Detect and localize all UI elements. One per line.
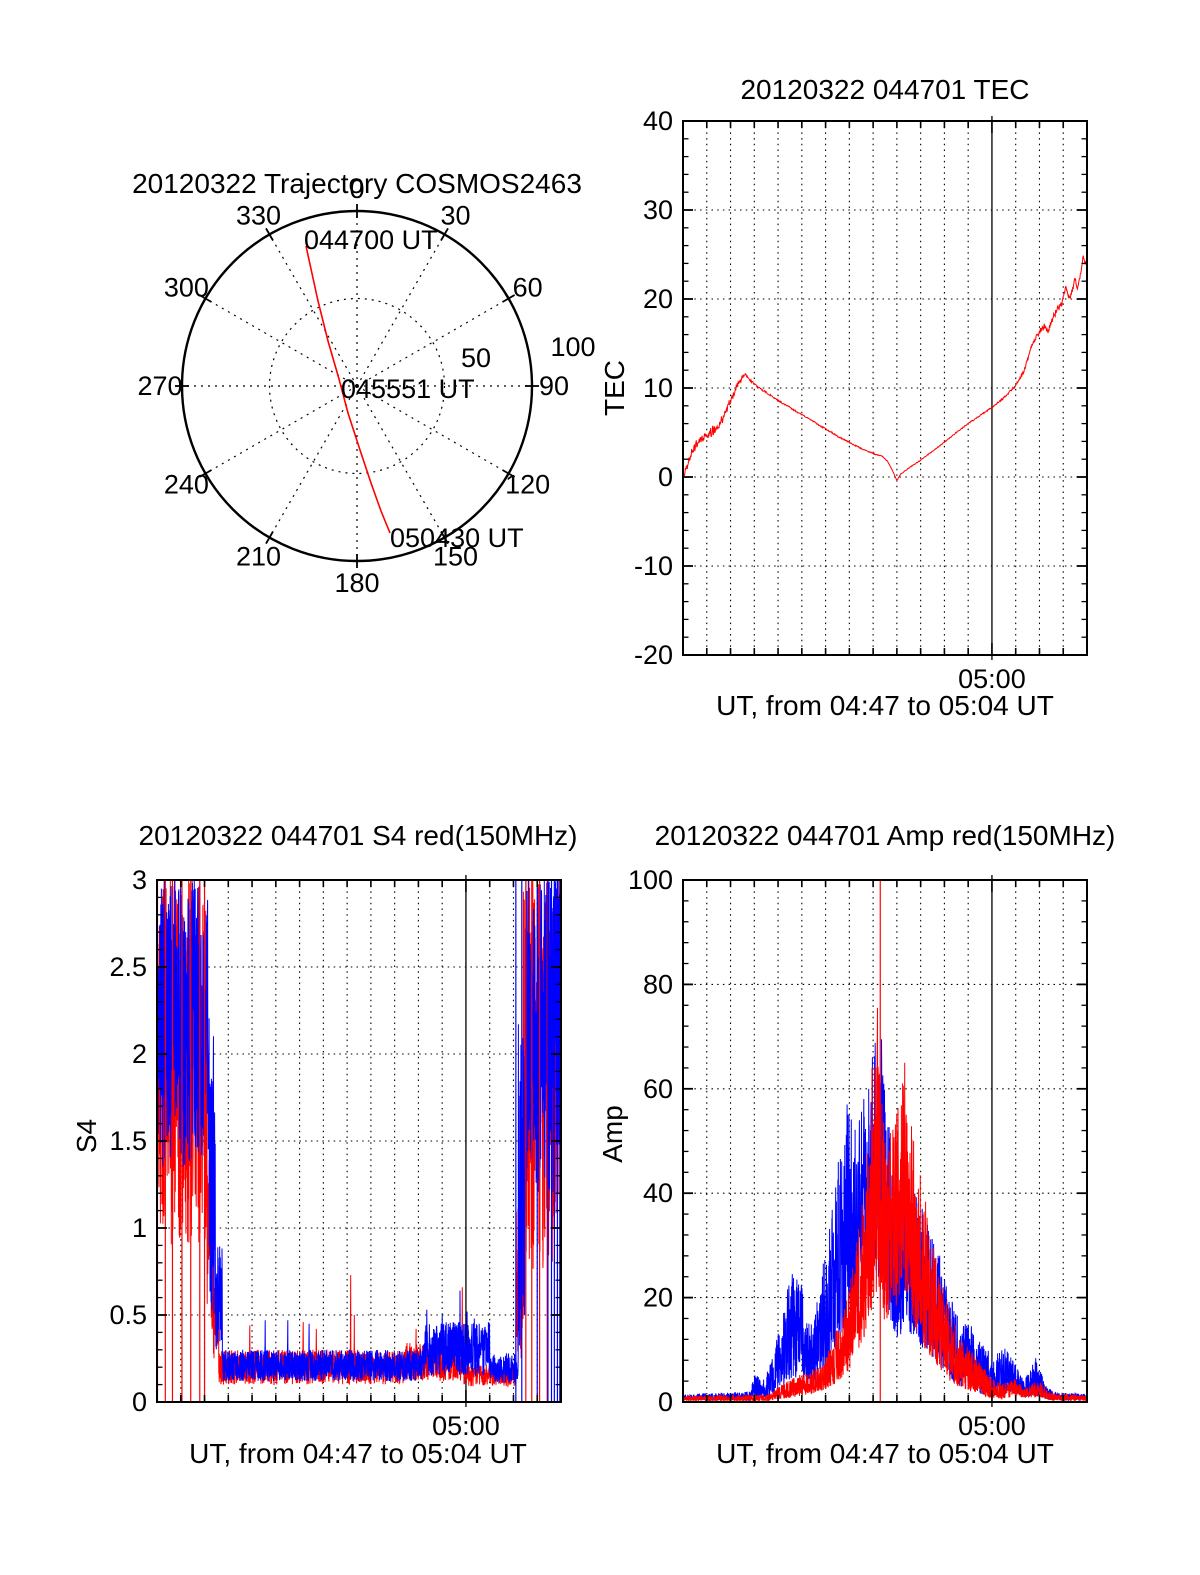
tec-red-line [683, 255, 1087, 482]
s4-xlabel: UT, from 04:47 to 05:04 UT [189, 1438, 527, 1469]
amp-xlabel: UT, from 04:47 to 05:04 UT [716, 1438, 1054, 1469]
trajectory-time-label: 044700 UT [304, 225, 438, 255]
s4-xtick-label: 05:00 [432, 1411, 500, 1441]
polar-angle-label: 180 [334, 568, 379, 598]
tec-plot: 40 30 20 10 0 -10 -20 05:00 [634, 106, 1088, 694]
polar-spoke [268, 234, 358, 387]
tec-xtick-label: 05:00 [958, 664, 1026, 694]
s4-plot: 3 2.5 2 1.5 1 0.5 0 05:00 [109, 865, 562, 1441]
polar-angle-label: 120 [505, 470, 550, 500]
polar-angle-label: 60 [513, 273, 543, 303]
polar-spoke [356, 385, 446, 538]
amp-ytick-label: 100 [628, 865, 673, 895]
amp-xtick-label: 05:00 [958, 1411, 1026, 1441]
tec-ytick-label: 40 [643, 106, 673, 136]
polar-angle-label: 0 [349, 174, 364, 204]
polar-angle-label: 150 [433, 542, 478, 572]
polar-angle-label: 210 [236, 542, 281, 572]
s4-ytick-label: 1 [132, 1213, 147, 1243]
s4-ytick-label: 0 [132, 1387, 147, 1417]
tec-ytick-label: 0 [658, 462, 673, 492]
polar-spoke [356, 234, 446, 387]
polar-angle-label: 300 [164, 273, 209, 303]
tec-ytick-label: -20 [634, 640, 673, 670]
s4-blue-line [157, 880, 561, 1383]
tec-ytick-label: 30 [643, 195, 673, 225]
amp-title: 20120322 044701 Amp red(150MHz) [654, 820, 1116, 851]
amp-frame [682, 879, 1088, 1403]
amp-red-line [683, 1007, 1087, 1402]
s4-ytick-label: 2.5 [109, 952, 147, 982]
s4-ytick-label: 3 [132, 865, 147, 895]
s4-ytick-label: 1.5 [109, 1126, 147, 1156]
amp-series [683, 880, 1087, 1402]
s4-ytick-label: 0.5 [109, 1300, 147, 1330]
polar-ring-label: 50 [461, 343, 491, 373]
trajectory-path [305, 245, 391, 534]
polar-angle-label: 30 [440, 200, 470, 230]
polar-angle-label: 270 [137, 371, 182, 401]
polar-spoke [356, 297, 509, 387]
amp-ytick-label: 40 [643, 1178, 673, 1208]
tec-title: 20120322 044701 TEC [740, 74, 1030, 105]
tec-ytick-label: 10 [643, 373, 673, 403]
polar-ring-label: 100 [550, 332, 595, 362]
tec-series [683, 255, 1087, 482]
tec-ytick-label: 20 [643, 284, 673, 314]
trajectory-time-label: 045551 UT [341, 374, 475, 404]
tec-xlabel: UT, from 04:47 to 05:04 UT [716, 690, 1054, 721]
polar-angle-label: 240 [164, 470, 209, 500]
s4-ytick-label: 2 [132, 1039, 147, 1069]
amp-plot: 100 80 60 40 20 0 05:00 [628, 865, 1088, 1441]
amp-ytick-label: 60 [643, 1074, 673, 1104]
trajectory-title: 20120322 Trajectory COSMOS2463 [132, 168, 582, 199]
polar-spoke [268, 385, 358, 538]
polar-spoke [205, 297, 358, 387]
trajectory-time-label: 050430 UT [390, 523, 524, 553]
polar-spoke [205, 385, 358, 475]
polar-spoke [356, 385, 509, 475]
tec-ytick-label: -10 [634, 551, 673, 581]
polar-angle-label: 90 [539, 371, 569, 401]
polar-angle-label: 330 [236, 200, 281, 230]
trajectory-plot: 0 30 60 90 120 150 180 210 240 270 300 330 50 100 0447… [137, 174, 595, 598]
amp-ytick-label: 80 [643, 969, 673, 999]
amp-ytick-label: 0 [658, 1387, 673, 1417]
amp-ytick-label: 20 [643, 1283, 673, 1313]
s4-title: 20120322 044701 S4 red(150MHz) [138, 820, 578, 851]
polar-ring-50 [268, 297, 446, 475]
